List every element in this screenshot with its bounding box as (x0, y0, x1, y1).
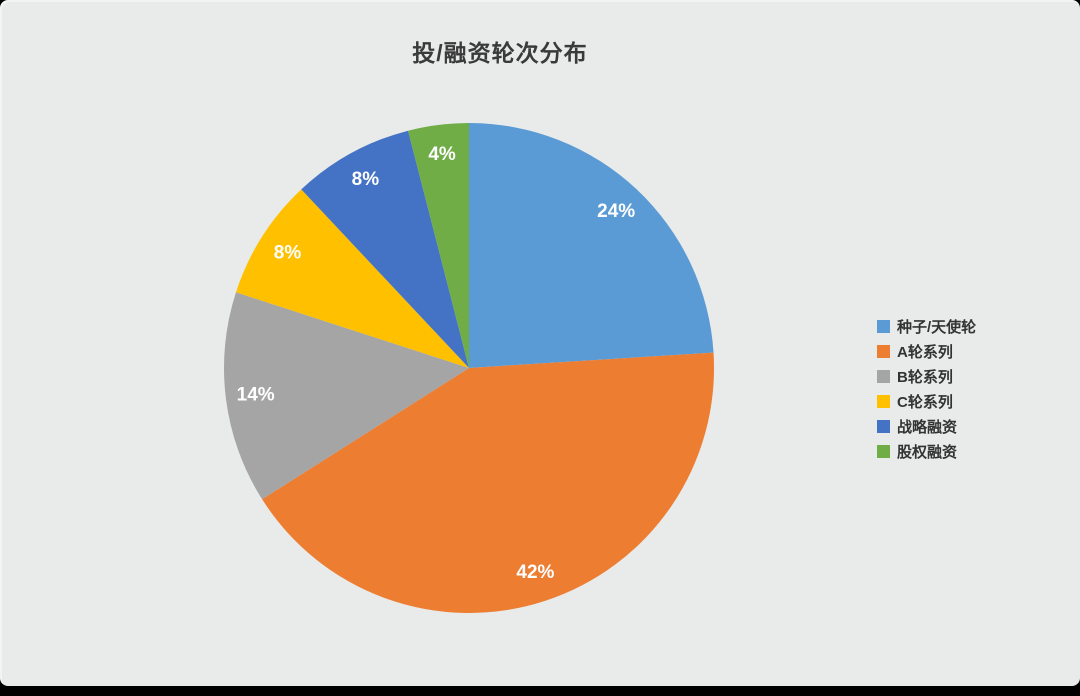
legend-label: 股权融资 (897, 444, 958, 461)
pie-slice-A轮系列 (262, 352, 715, 614)
pie-data-label: 8% (274, 242, 302, 263)
legend-label: 战略融资 (897, 419, 958, 436)
legend-item: 战略融资 (877, 414, 976, 439)
pie-data-label: 8% (352, 169, 380, 190)
pie-slice-战略融资 (301, 130, 469, 368)
legend: 种子/天使轮 A轮系列 B轮系列 C轮系列 战略融资 股权融资 (877, 314, 976, 464)
legend-label: B轮系列 (897, 369, 953, 386)
legend-swatch-icon (877, 445, 890, 458)
legend-label: 种子/天使轮 (897, 319, 977, 336)
legend-item: 种子/天使轮 (877, 314, 976, 339)
legend-label: C轮系列 (897, 394, 953, 411)
legend-item: 股权融资 (877, 439, 976, 464)
legend-swatch-icon (877, 320, 890, 333)
pie-data-label: 4% (428, 144, 456, 165)
pie-slice-种子/天使轮 (469, 123, 714, 368)
pie-data-label: 42% (516, 562, 554, 583)
pie-data-label: 24% (597, 201, 635, 222)
pie-slice-B轮系列 (223, 292, 469, 500)
legend-label: A轮系列 (897, 344, 953, 361)
pie-data-label: 14% (237, 384, 275, 405)
legend-swatch-icon (877, 395, 890, 408)
legend-swatch-icon (877, 420, 890, 433)
legend-swatch-icon (877, 345, 890, 358)
legend-item: C轮系列 (877, 389, 976, 414)
pie-slice-股权融资 (408, 123, 469, 368)
pie-slice-C轮系列 (235, 189, 469, 368)
legend-item: A轮系列 (877, 339, 976, 364)
legend-item: B轮系列 (877, 364, 976, 389)
chart-title: 投/融资轮次分布 (412, 40, 588, 66)
legend-swatch-icon (877, 370, 890, 383)
